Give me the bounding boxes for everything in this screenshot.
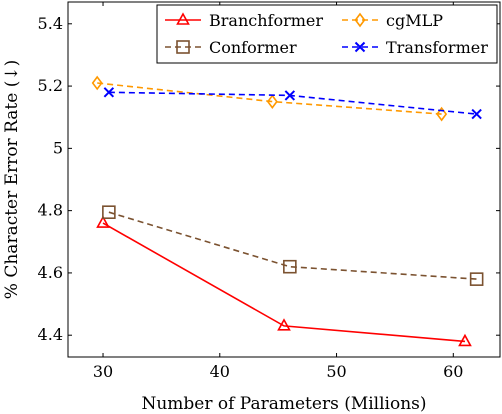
point-transformer-0	[103, 87, 115, 98]
axis-ticks: 30 40 50 60 4.4 4.6 4.8 5 5.2 5.4	[38, 2, 500, 381]
legend-item-branchformer: Branchformer	[165, 11, 323, 30]
series-line-branchformer	[102, 222, 466, 343]
series-transformer	[103, 87, 482, 120]
x-tick-label: 60	[443, 362, 463, 381]
x-tick-label: 30	[93, 362, 113, 381]
point-cgmlp-2	[436, 106, 448, 122]
x-tick-label: 40	[210, 362, 230, 381]
legend-item-conformer: Conformer	[165, 38, 297, 57]
y-axis-label: % Character Error Rate (↓)	[2, 60, 22, 299]
point-conformer-2	[469, 272, 484, 286]
y-tick-label: 5	[53, 138, 63, 157]
point-transformer-1	[284, 90, 296, 101]
point-branchformer-2	[458, 333, 472, 347]
y-tick-label: 4.6	[38, 263, 63, 282]
point-transformer-2	[471, 108, 482, 120]
y-tick-label: 5.2	[38, 76, 63, 95]
point-cgmlp-0	[91, 75, 103, 91]
legend-marker-cgmlp	[354, 12, 366, 28]
legend-item-transformer: Transformer	[342, 38, 488, 57]
point-conformer-1	[283, 259, 297, 274]
plot-marks	[91, 75, 484, 347]
point-branchformer-1	[277, 318, 291, 331]
x-axis-label: Number of Parameters (Millions)	[141, 394, 426, 414]
legend: Branchformer cgMLP Conformer Transformer	[156, 4, 498, 64]
series-line-conformer	[108, 211, 477, 280]
point-cgmlp-1	[266, 94, 278, 109]
series-line-transformer	[108, 91, 477, 115]
x-tick-label: 50	[326, 362, 346, 381]
y-tick-label: 4.4	[38, 325, 63, 344]
point-conformer-0	[102, 205, 116, 219]
point-branchformer-0	[96, 215, 110, 228]
series-conformer	[102, 205, 484, 286]
legend-marker-branchformer	[176, 12, 190, 25]
series-cgmlp	[91, 75, 448, 122]
series-branchformer	[96, 215, 472, 347]
y-tick-label: 4.8	[38, 201, 63, 220]
legend-box	[156, 4, 498, 64]
legend-item-cgmlp: cgMLP	[342, 11, 443, 30]
plot-frame	[67, 1, 501, 358]
legend-marker-transformer	[354, 41, 366, 53]
legend-label-conformer: Conformer	[209, 38, 297, 57]
legend-marker-conformer	[176, 40, 190, 54]
legend-label-cgmlp: cgMLP	[386, 11, 443, 30]
legend-label-transformer: Transformer	[386, 38, 488, 57]
y-tick-label: 5.4	[38, 14, 63, 33]
legend-label-branchformer: Branchformer	[209, 11, 323, 30]
